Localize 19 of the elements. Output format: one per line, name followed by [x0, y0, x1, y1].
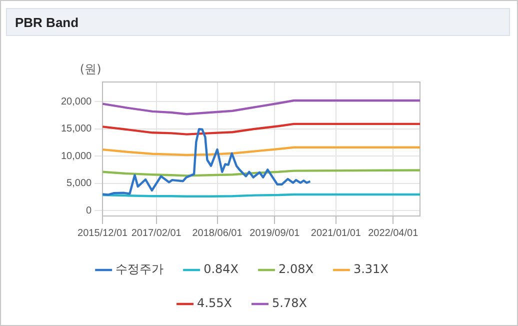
- legend-label: 2.08X: [278, 262, 314, 276]
- y-tick-label: 5,000: [66, 178, 92, 190]
- y-tick-label: 10,000: [60, 150, 92, 162]
- legend-label: 3.31X: [353, 262, 388, 276]
- x-tick-label: 2018/06/01: [192, 228, 243, 239]
- x-tick-label: 2019/09/01: [250, 228, 300, 239]
- legend-label: 0.84X: [204, 262, 239, 276]
- x-tick-label: 2017/02/01: [131, 228, 182, 239]
- y-axis-title: (원): [80, 62, 102, 76]
- x-tick-label: 2021/01/01: [310, 228, 362, 239]
- y-tick-label: 15,000: [60, 124, 92, 135]
- y-tick-label: 0: [86, 205, 92, 216]
- legend-label: 4.55X: [197, 296, 232, 310]
- chart-title: PBR Band: [6, 8, 510, 36]
- y-tick-label: 20,000: [60, 96, 92, 108]
- x-tick-label: 2015/12/01: [78, 228, 128, 239]
- x-tick-label: 2022/04/01: [368, 228, 419, 239]
- legend-label: 5.78X: [272, 296, 307, 310]
- legend-label: 수정주가: [116, 262, 164, 276]
